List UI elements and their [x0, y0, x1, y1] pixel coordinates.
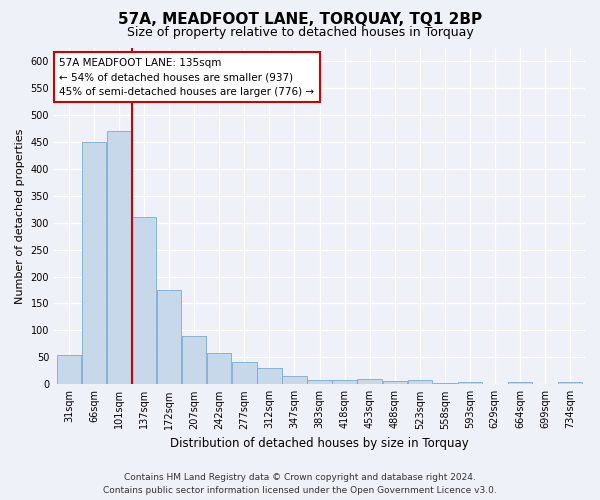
Bar [508, 382, 532, 384]
Bar [107, 131, 131, 384]
Text: Size of property relative to detached houses in Torquay: Size of property relative to detached ho… [127, 26, 473, 39]
Bar [558, 382, 582, 384]
Bar [383, 380, 407, 384]
Bar [307, 380, 332, 384]
Bar [207, 353, 232, 384]
Bar [257, 368, 281, 384]
Bar [283, 376, 307, 384]
Text: Contains HM Land Registry data © Crown copyright and database right 2024.
Contai: Contains HM Land Registry data © Crown c… [103, 473, 497, 495]
Y-axis label: Number of detached properties: Number of detached properties [15, 128, 25, 304]
Text: 57A MEADFOOT LANE: 135sqm
← 54% of detached houses are smaller (937)
45% of semi: 57A MEADFOOT LANE: 135sqm ← 54% of detac… [59, 58, 314, 97]
X-axis label: Distribution of detached houses by size in Torquay: Distribution of detached houses by size … [170, 437, 469, 450]
Bar [232, 362, 257, 384]
Bar [332, 380, 357, 384]
Text: 57A, MEADFOOT LANE, TORQUAY, TQ1 2BP: 57A, MEADFOOT LANE, TORQUAY, TQ1 2BP [118, 12, 482, 28]
Bar [157, 290, 181, 384]
Bar [458, 382, 482, 384]
Bar [132, 217, 157, 384]
Bar [57, 354, 81, 384]
Bar [433, 383, 457, 384]
Bar [358, 380, 382, 384]
Bar [82, 142, 106, 384]
Bar [407, 380, 432, 384]
Bar [182, 336, 206, 384]
